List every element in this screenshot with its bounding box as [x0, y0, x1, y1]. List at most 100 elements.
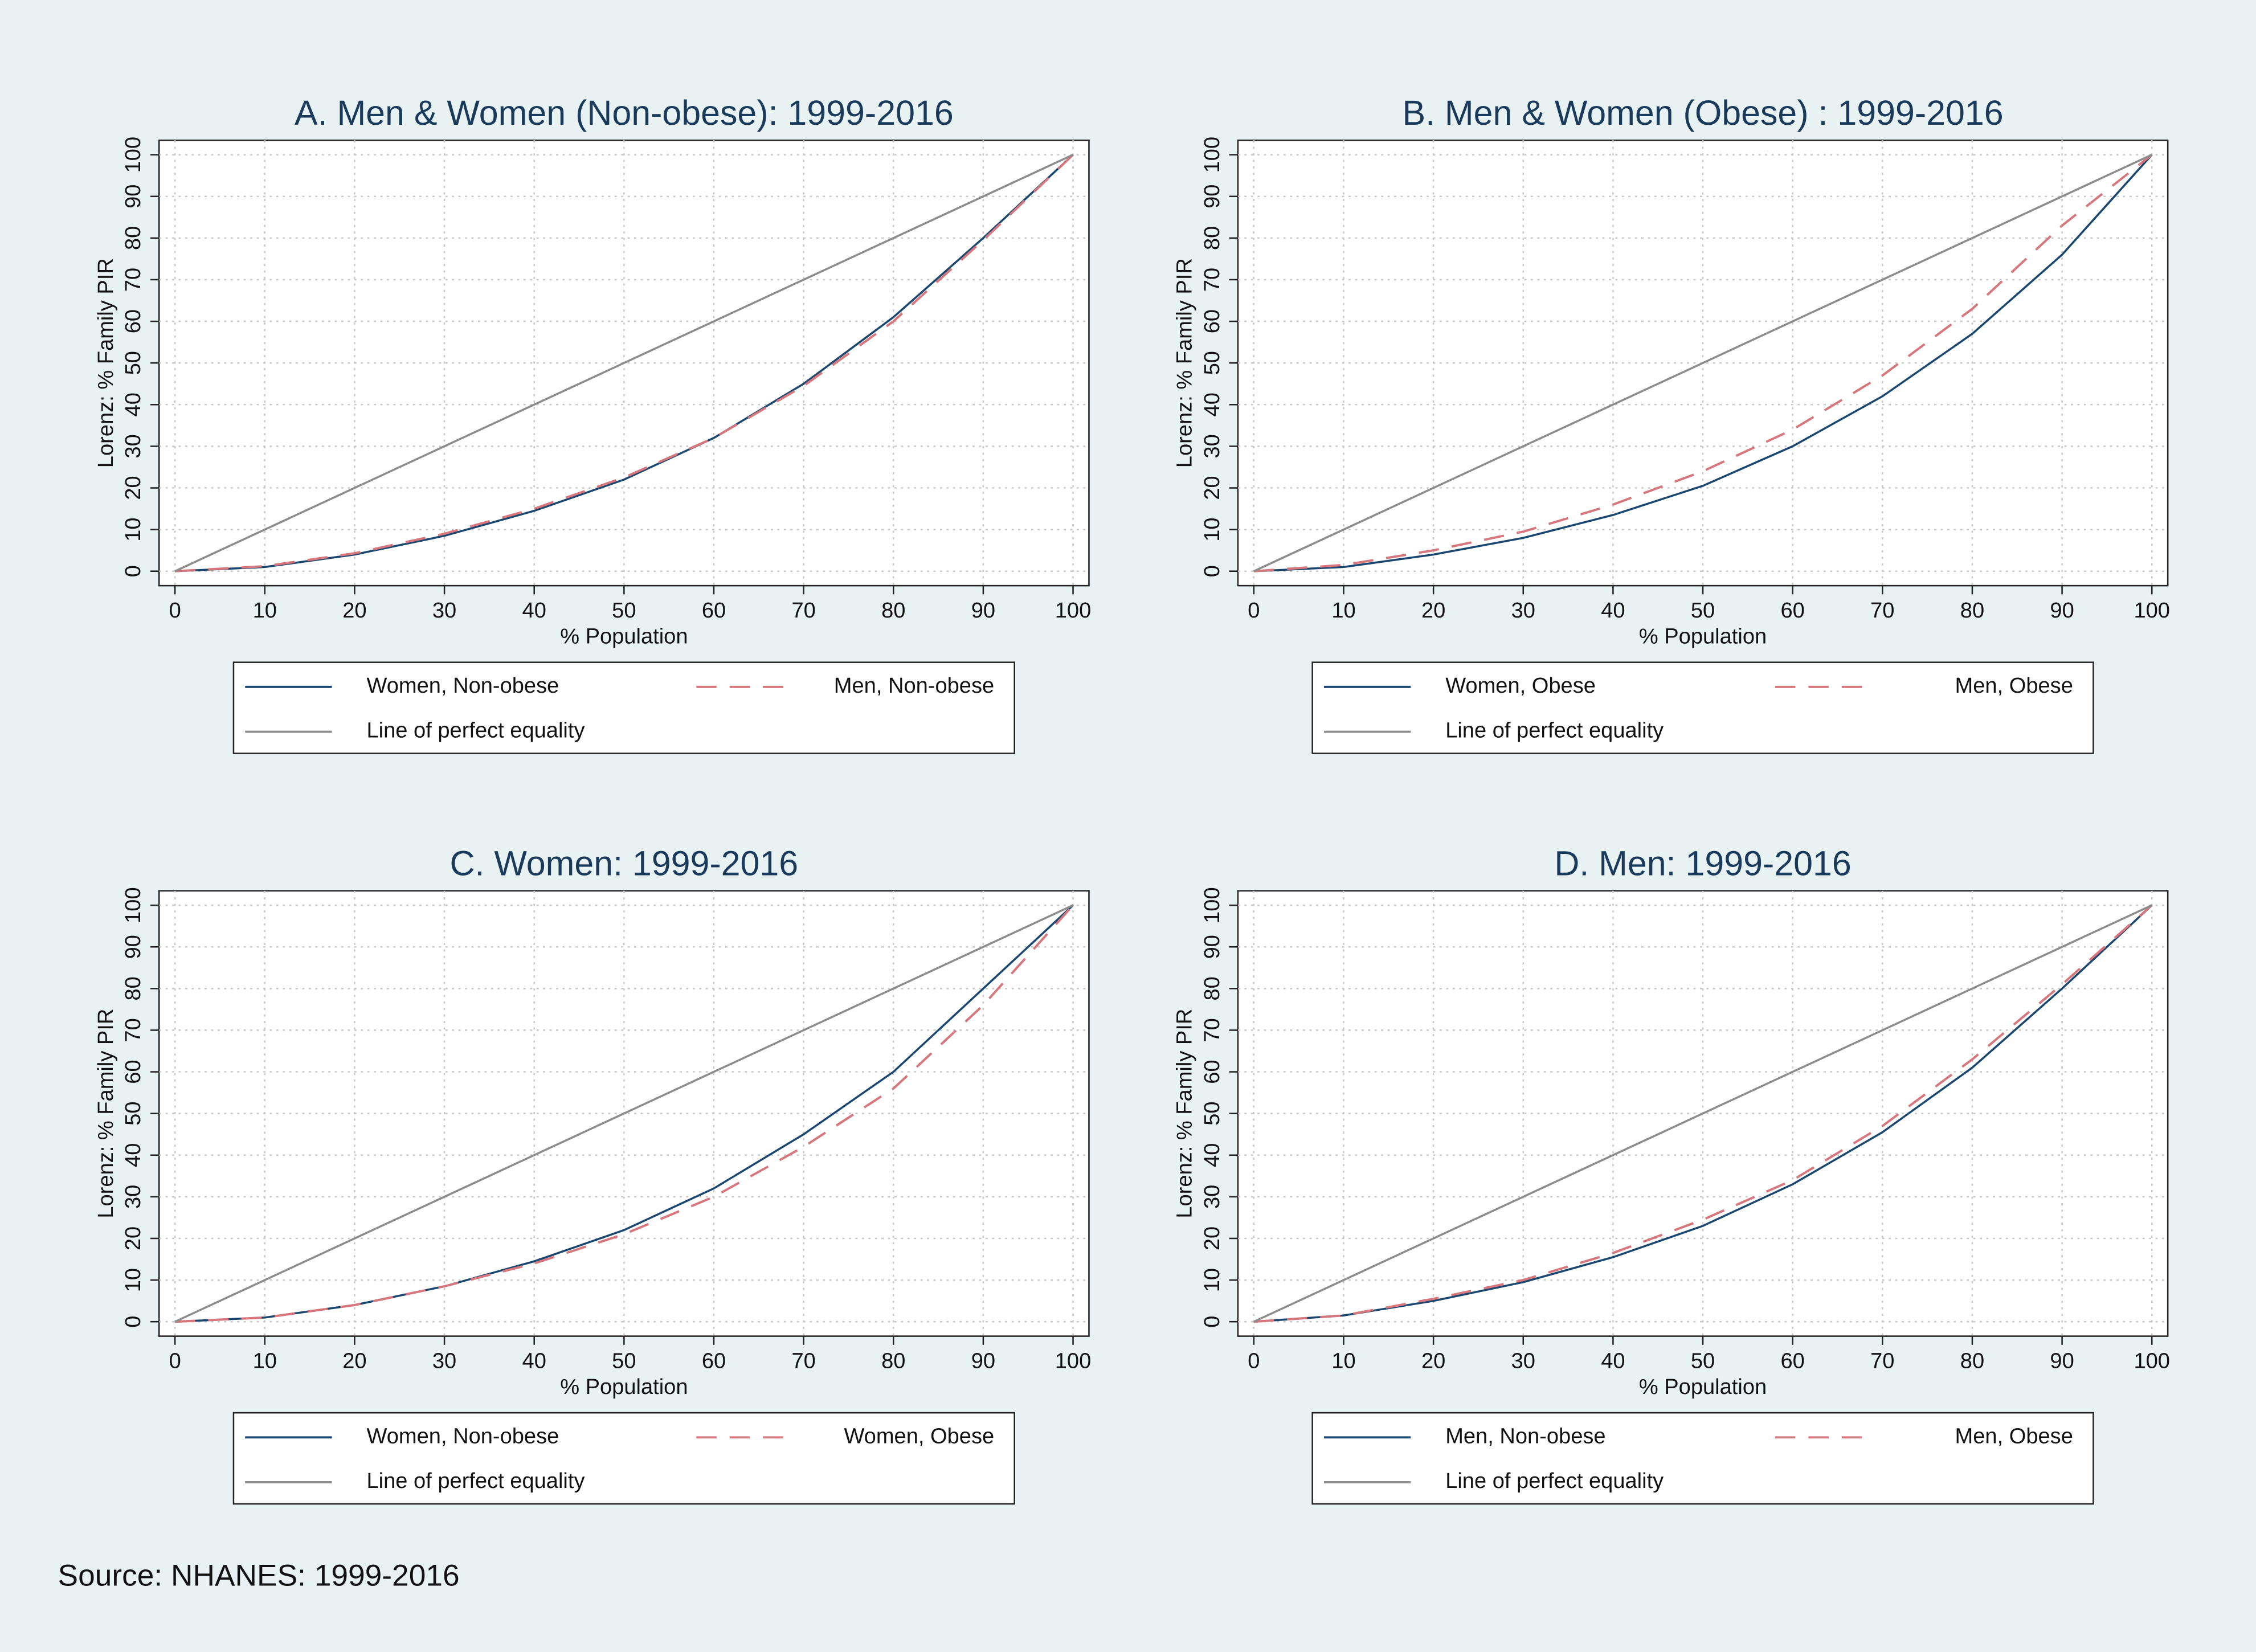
x-tick-label: 20 [342, 599, 366, 623]
chart-title: A. Men & Women (Non-obese): 1999-2016 [295, 93, 954, 132]
y-axis-label: Lorenz: % Family PIR [94, 258, 118, 468]
y-tick-label: 40 [1200, 1143, 1224, 1167]
legend [232, 1412, 1015, 1505]
series-line [1253, 154, 2152, 573]
x-tick-label: 100 [2134, 599, 2170, 623]
legend [1311, 1412, 2094, 1505]
x-tick-label: 30 [1511, 599, 1535, 623]
y-tick-label: 10 [121, 1268, 145, 1292]
y-tick-label: 0 [121, 1316, 145, 1328]
y-tick-label: 20 [1200, 1226, 1224, 1250]
x-tick-label: 80 [881, 1349, 905, 1373]
y-tick-label: 100 [121, 137, 145, 173]
legend-label: Men, Obese [1955, 1424, 2073, 1448]
legend-label: Line of perfect equality [1445, 1469, 1664, 1493]
y-tick-label: 90 [121, 935, 145, 959]
y-tick-label: 80 [1200, 226, 1224, 250]
y-tick-label: 10 [1200, 1268, 1224, 1292]
x-tick-label: 40 [522, 1349, 546, 1373]
series-line [174, 904, 1074, 1323]
legend-label: Women, Non-obese [367, 674, 559, 698]
y-tick-label: 80 [1200, 976, 1224, 1000]
x-tick-label: 80 [1960, 1349, 1984, 1373]
x-tick-label: 60 [1781, 1349, 1805, 1373]
x-tick-label: 0 [169, 1349, 181, 1373]
legend-label: Men, Non-obese [1445, 1424, 1605, 1448]
x-tick-label: 10 [1331, 1349, 1355, 1373]
x-tick-label: 10 [1331, 599, 1355, 623]
y-tick-label: 60 [121, 309, 145, 333]
x-tick-label: 70 [791, 599, 815, 623]
y-tick-label: 40 [121, 392, 145, 416]
y-tick-label: 50 [121, 1101, 145, 1125]
x-tick-label: 20 [1421, 1349, 1445, 1373]
series-line [1253, 904, 2152, 1323]
legend-label: Line of perfect equality [367, 1469, 585, 1493]
x-tick-label: 60 [702, 1349, 726, 1373]
x-axis-label: % Population [1639, 625, 1767, 649]
x-tick-label: 50 [1691, 599, 1715, 623]
x-tick-label: 90 [2050, 1349, 2074, 1373]
x-tick-label: 50 [612, 1349, 636, 1373]
y-tick-label: 90 [121, 185, 145, 208]
x-tick-label: 20 [1421, 599, 1445, 623]
y-axis-label: Lorenz: % Family PIR [1173, 258, 1197, 468]
series-line [1253, 154, 2153, 573]
y-tick-label: 80 [121, 226, 145, 250]
x-tick-label: 40 [522, 599, 546, 623]
y-tick-label: 70 [121, 268, 145, 292]
x-tick-label: 60 [702, 599, 726, 623]
chart-title: B. Men & Women (Obese) : 1999-2016 [1402, 93, 2003, 132]
y-tick-label: 100 [1200, 137, 1224, 173]
legend-label: Women, Obese [844, 1424, 994, 1448]
x-tick-label: 80 [1960, 599, 1984, 623]
y-tick-label: 90 [1200, 935, 1224, 959]
legend-label: Women, Non-obese [367, 1424, 559, 1448]
y-tick-label: 20 [121, 476, 145, 500]
y-tick-label: 60 [121, 1060, 145, 1083]
series-line [1253, 154, 2153, 573]
legend-label: Line of perfect equality [1445, 719, 1664, 743]
y-tick-label: 60 [1200, 309, 1224, 333]
x-tick-label: 40 [1601, 1349, 1625, 1373]
y-tick-label: 40 [121, 1143, 145, 1167]
x-axis-label: % Population [560, 625, 688, 649]
legend-label: Women, Obese [1445, 674, 1596, 698]
x-axis-label: % Population [560, 1375, 688, 1399]
x-tick-label: 30 [432, 1349, 456, 1373]
x-tick-label: 70 [1870, 599, 1894, 623]
x-tick-label: 0 [1248, 599, 1260, 623]
y-tick-label: 30 [1200, 1185, 1224, 1209]
x-tick-label: 0 [169, 599, 181, 623]
legend-label: Men, Non-obese [834, 674, 994, 698]
y-tick-label: 20 [121, 1226, 145, 1250]
x-tick-label: 90 [971, 1349, 995, 1373]
y-tick-label: 70 [1200, 268, 1224, 292]
x-tick-label: 10 [253, 1349, 277, 1373]
x-axis-label: % Population [1639, 1375, 1767, 1399]
series-line [175, 154, 1074, 573]
y-tick-label: 0 [121, 565, 145, 577]
x-tick-label: 90 [971, 599, 995, 623]
y-tick-label: 10 [121, 517, 145, 541]
y-tick-label: 50 [121, 351, 145, 375]
legend-label: Line of perfect equality [367, 719, 585, 743]
x-tick-label: 100 [2134, 1349, 2170, 1373]
x-tick-label: 80 [881, 599, 905, 623]
y-tick-label: 0 [1200, 565, 1224, 577]
y-tick-label: 50 [1200, 351, 1224, 375]
y-tick-label: 50 [1200, 1101, 1224, 1125]
x-tick-label: 70 [1870, 1349, 1894, 1373]
y-tick-label: 70 [121, 1018, 145, 1042]
y-tick-label: 100 [1200, 887, 1224, 923]
x-tick-label: 100 [1055, 599, 1092, 623]
x-tick-label: 70 [791, 1349, 815, 1373]
y-tick-label: 80 [121, 976, 145, 1000]
chart-title: C. Women: 1999-2016 [450, 844, 799, 883]
y-tick-label: 30 [121, 434, 145, 458]
x-tick-label: 50 [612, 599, 636, 623]
y-tick-label: 10 [1200, 517, 1224, 541]
x-tick-label: 40 [1601, 599, 1625, 623]
x-tick-label: 30 [432, 599, 456, 623]
